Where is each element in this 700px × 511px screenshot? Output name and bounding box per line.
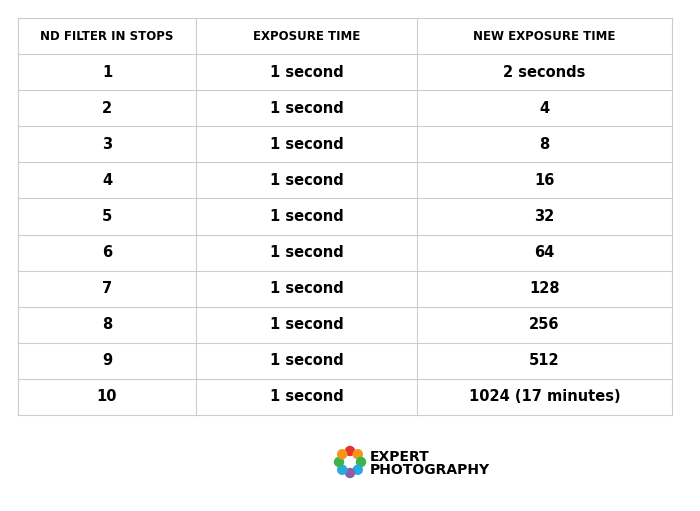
- Bar: [196, 162, 417, 198]
- Circle shape: [346, 469, 354, 477]
- Bar: [18, 162, 196, 198]
- Text: 64: 64: [534, 245, 554, 260]
- Text: 5: 5: [102, 209, 112, 224]
- Text: 6: 6: [102, 245, 112, 260]
- Text: 1 second: 1 second: [270, 354, 343, 368]
- Bar: [18, 126, 196, 162]
- Circle shape: [337, 466, 346, 474]
- Text: 1 second: 1 second: [270, 137, 343, 152]
- Bar: [417, 271, 672, 307]
- Circle shape: [337, 450, 346, 459]
- Bar: [18, 307, 196, 343]
- Text: ND FILTER IN STOPS: ND FILTER IN STOPS: [41, 30, 174, 42]
- Text: 1 second: 1 second: [270, 173, 343, 188]
- Bar: [417, 18, 672, 54]
- Bar: [196, 307, 417, 343]
- Bar: [196, 343, 417, 379]
- Bar: [417, 162, 672, 198]
- Text: 512: 512: [529, 354, 560, 368]
- Text: 10: 10: [97, 389, 117, 404]
- Text: EXPOSURE TIME: EXPOSURE TIME: [253, 30, 360, 42]
- Text: EXPERT: EXPERT: [370, 450, 429, 464]
- Bar: [18, 343, 196, 379]
- Bar: [417, 54, 672, 90]
- Text: NEW EXPOSURE TIME: NEW EXPOSURE TIME: [473, 30, 616, 42]
- Text: PHOTOGRAPHY: PHOTOGRAPHY: [370, 463, 489, 477]
- Bar: [417, 198, 672, 235]
- Circle shape: [354, 466, 363, 474]
- Text: 1 second: 1 second: [270, 209, 343, 224]
- Text: 1 second: 1 second: [270, 64, 343, 80]
- Text: 256: 256: [529, 317, 560, 332]
- Bar: [417, 379, 672, 415]
- Text: 7: 7: [102, 281, 112, 296]
- Bar: [196, 198, 417, 235]
- Text: 4: 4: [540, 101, 550, 115]
- Bar: [417, 343, 672, 379]
- Text: 8: 8: [539, 137, 550, 152]
- Text: 1 second: 1 second: [270, 317, 343, 332]
- Circle shape: [356, 457, 365, 467]
- Circle shape: [354, 450, 363, 459]
- Bar: [18, 18, 196, 54]
- Circle shape: [346, 447, 354, 455]
- Text: 1 second: 1 second: [270, 245, 343, 260]
- Bar: [417, 307, 672, 343]
- Text: 1: 1: [102, 64, 112, 80]
- Bar: [18, 271, 196, 307]
- Text: 32: 32: [534, 209, 554, 224]
- Bar: [196, 54, 417, 90]
- Bar: [18, 379, 196, 415]
- Bar: [196, 271, 417, 307]
- Bar: [417, 90, 672, 126]
- Bar: [18, 90, 196, 126]
- Text: 1 second: 1 second: [270, 101, 343, 115]
- Text: 2: 2: [102, 101, 112, 115]
- Text: 16: 16: [534, 173, 554, 188]
- Text: 1 second: 1 second: [270, 389, 343, 404]
- Bar: [196, 379, 417, 415]
- Text: 1 second: 1 second: [270, 281, 343, 296]
- Text: 8: 8: [102, 317, 112, 332]
- Bar: [18, 235, 196, 271]
- Text: 1024 (17 minutes): 1024 (17 minutes): [469, 389, 620, 404]
- Text: 4: 4: [102, 173, 112, 188]
- Bar: [196, 18, 417, 54]
- Text: 2 seconds: 2 seconds: [503, 64, 586, 80]
- Bar: [417, 126, 672, 162]
- Bar: [18, 54, 196, 90]
- Text: 3: 3: [102, 137, 112, 152]
- Text: 9: 9: [102, 354, 112, 368]
- Bar: [196, 235, 417, 271]
- Bar: [196, 126, 417, 162]
- Text: 128: 128: [529, 281, 560, 296]
- Circle shape: [335, 457, 344, 467]
- Bar: [18, 198, 196, 235]
- Bar: [417, 235, 672, 271]
- Bar: [196, 90, 417, 126]
